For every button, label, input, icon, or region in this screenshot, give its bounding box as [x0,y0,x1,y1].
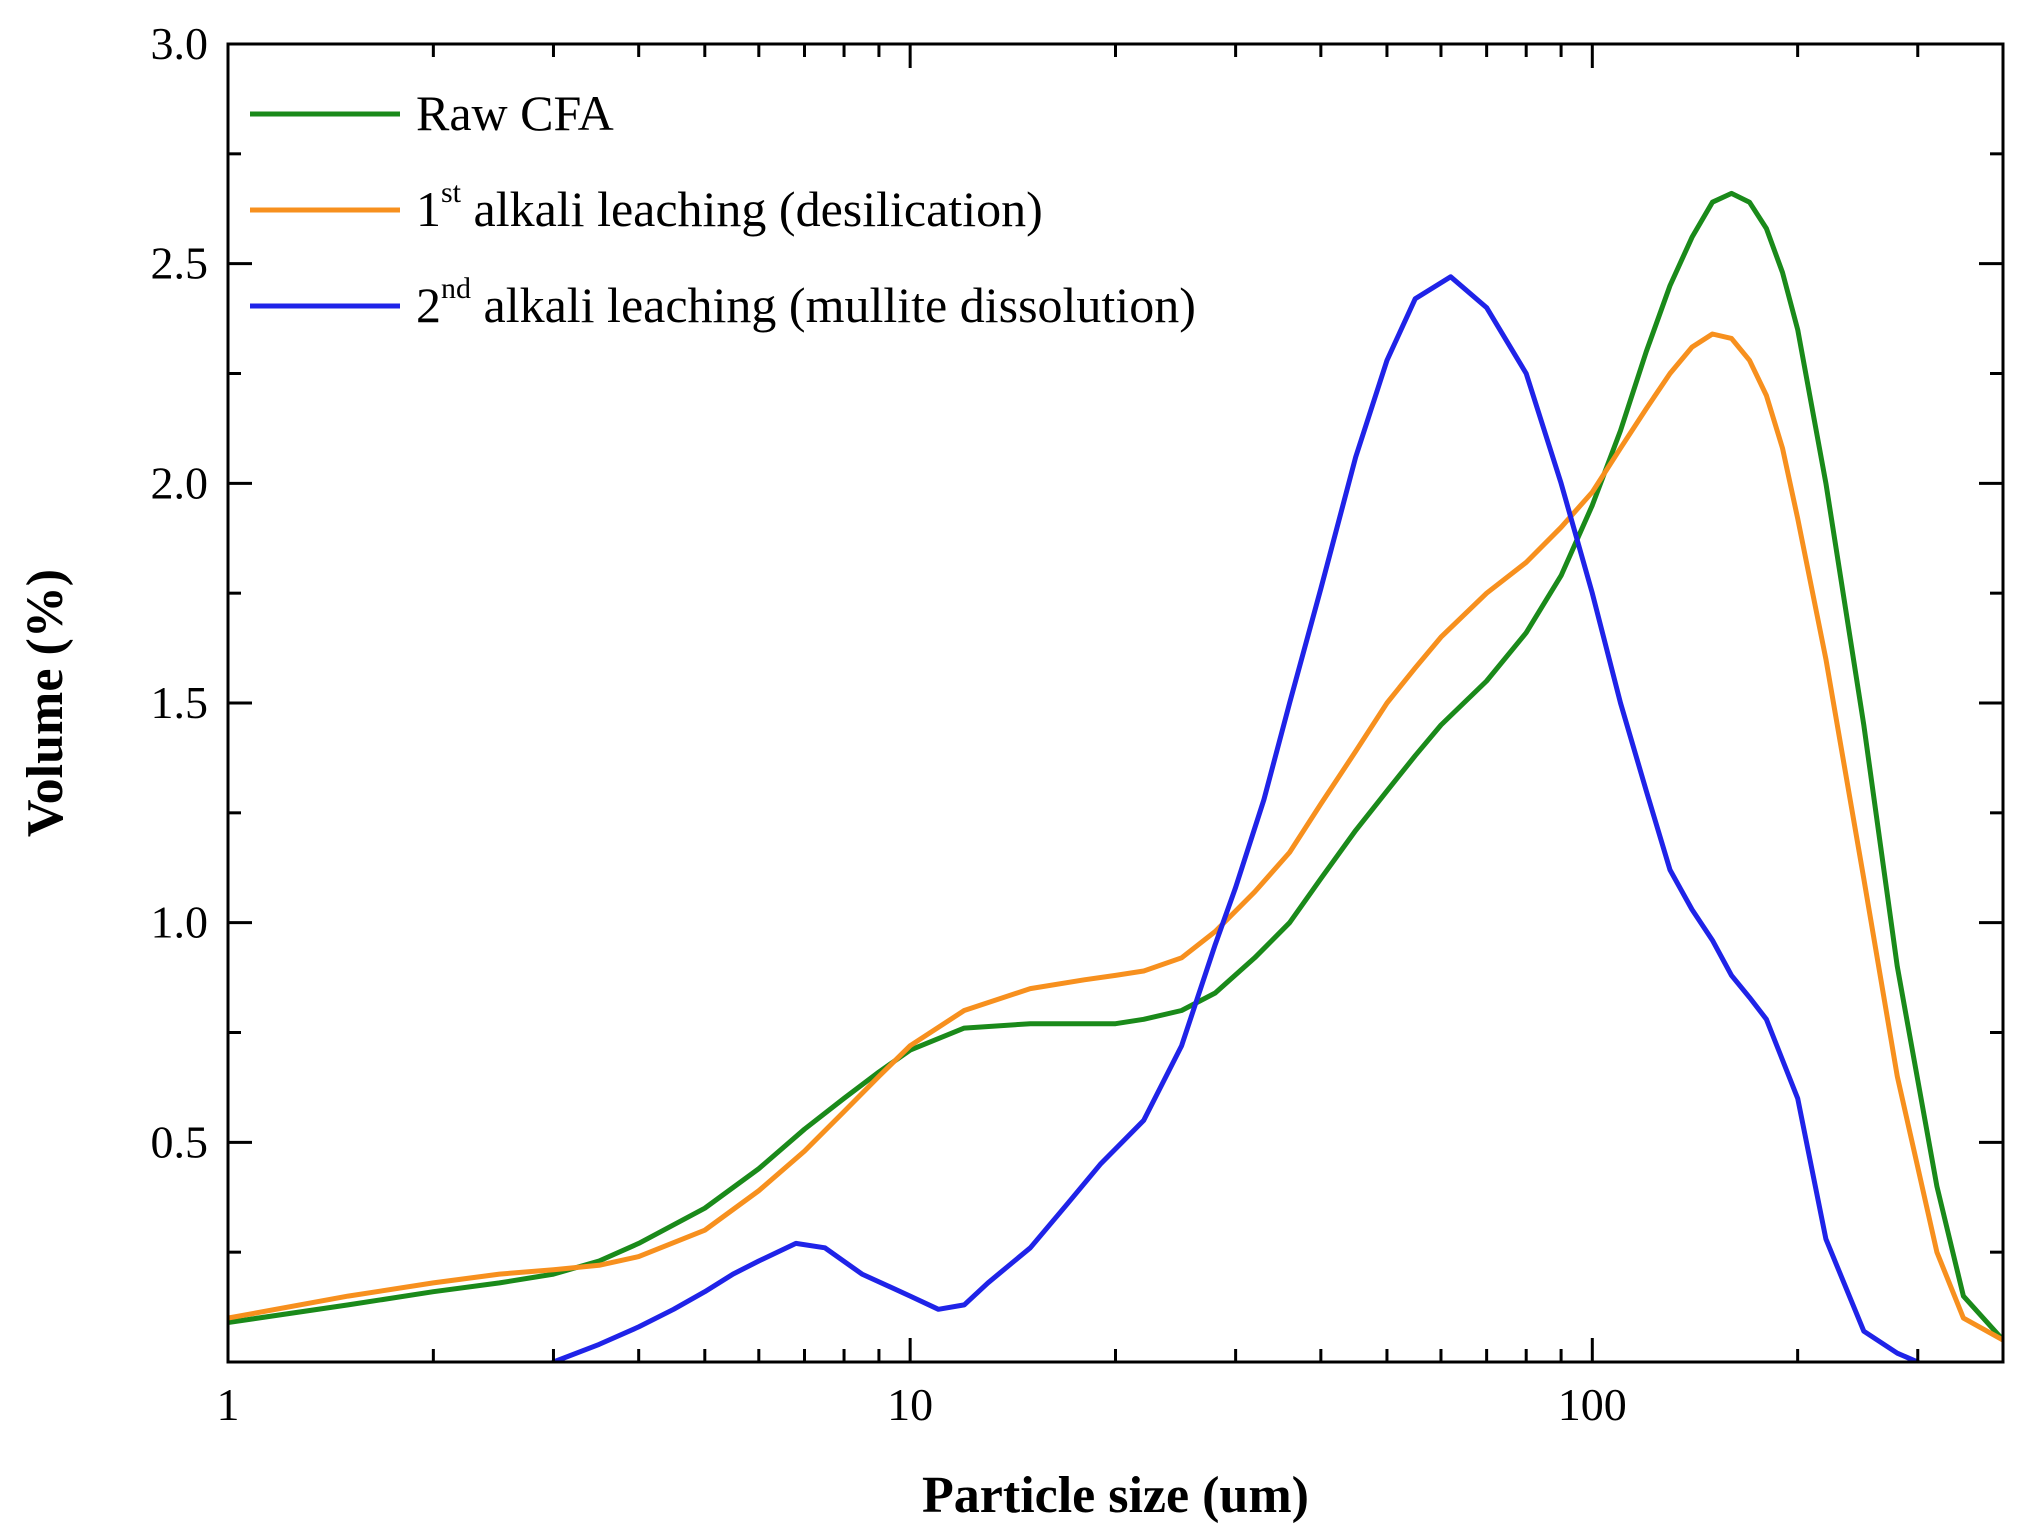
legend-label-superscript: st [441,176,462,209]
legend: Raw CFA 1st alkali leaching (desilication… [250,85,1196,333]
legend-label-text: Raw CFA [416,85,614,141]
x-tick-label: 100 [1558,1379,1627,1430]
series-line-3 [551,274,1921,1362]
series-line-2 [228,331,2003,1343]
legend-label-number: 2 [416,277,441,333]
y-tick-label: 1.5 [151,677,209,728]
legend-label-2: 1st alkali leaching (desilication) [416,176,1043,237]
x-axis-title: Particle size (um) [922,1467,1309,1524]
legend-label-number: 1 [416,181,441,237]
legend-label-superscript: nd [441,272,471,305]
x-tick-label: 10 [887,1379,933,1430]
series-line-1 [228,190,2003,1343]
legend-label-3: 2nd alkali leaching (mullite dissolution… [416,272,1196,333]
x-tick-label: 1 [217,1379,240,1430]
plot-frame [226,42,2005,1364]
series-layer [228,190,2003,1362]
y-tick-label: 1.0 [151,897,209,948]
y-tick-label: 0.5 [151,1116,209,1167]
y-axis-title: Volume (%) [17,569,74,837]
legend-label-1: Raw CFA [416,85,614,141]
y-axis-ticks: 0.5 1.0 1.5 2.0 2.5 3.0 [151,18,2003,1254]
x-axis-ticks: 1 10 100 [217,44,2005,1430]
y-tick-label: 2.0 [151,457,209,508]
y-tick-label: 2.5 [151,238,209,289]
legend-label-text: alkali leaching (desilication) [461,181,1043,237]
legend-label-text: alkali leaching (mullite dissolution) [471,277,1196,333]
y-tick-label: 3.0 [151,18,209,69]
